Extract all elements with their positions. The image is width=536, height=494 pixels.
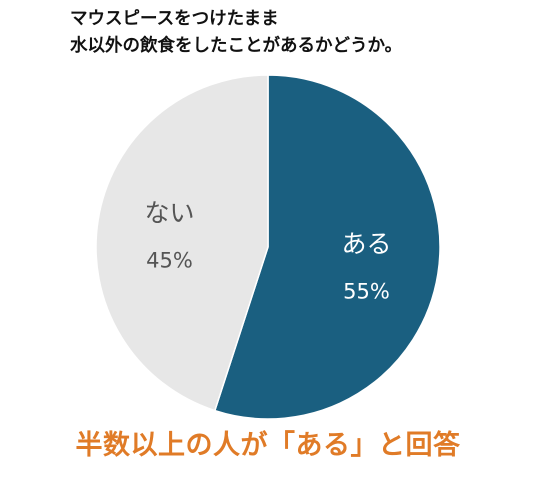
pie-slice-1 [95, 74, 269, 412]
summary-caption: 半数以上の人が「ある」と回答 [75, 430, 461, 461]
pie-slice-0 [213, 74, 441, 420]
pie-slice-value-0: 55% [343, 280, 390, 304]
chart-title: マウスピースをつけたまま 水以外の飲食をしたことがあるかどうか。 [70, 6, 402, 60]
chart-title-line-2: 水以外の飲食をしたことがあるかどうか。 [70, 36, 403, 56]
pie-slice-label-0: ある [341, 230, 391, 259]
chart-title-line-1: マウスピースをつけたまま [70, 9, 279, 29]
pie-slice-value-1: 45% [146, 248, 193, 272]
pie-slice-label-1: ない [144, 198, 194, 227]
